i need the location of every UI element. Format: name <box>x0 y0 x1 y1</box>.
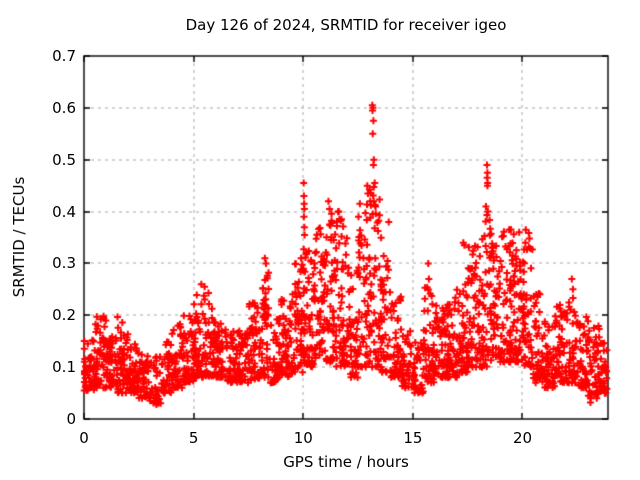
x-tick-label-5: 5 <box>188 429 199 447</box>
y-tick-label-0.4: 0.4 <box>52 202 76 221</box>
chart-title: Day 126 of 2024, SRMTID for receiver ige… <box>185 16 507 34</box>
y-axis-label: SRMTID / TECUs <box>10 176 28 298</box>
y-tick-label-0.7: 0.7 <box>52 47 76 65</box>
x-axis-label: GPS time / hours <box>283 453 409 471</box>
y-tick-label-0.3: 0.3 <box>52 254 76 273</box>
x-tick-label-20: 20 <box>512 429 533 447</box>
x-tick-label-0: 0 <box>79 429 89 447</box>
y-tick-label-0.2: 0.2 <box>52 306 76 325</box>
y-tick-label-0: 0 <box>66 410 76 428</box>
x-tick-label-15: 15 <box>403 429 423 447</box>
y-tick-label-0.1: 0.1 <box>52 358 76 377</box>
x-tick-label-10: 10 <box>293 429 313 447</box>
y-tick-label-0.6: 0.6 <box>52 98 76 117</box>
y-tick-label-0.5: 0.5 <box>52 150 76 169</box>
